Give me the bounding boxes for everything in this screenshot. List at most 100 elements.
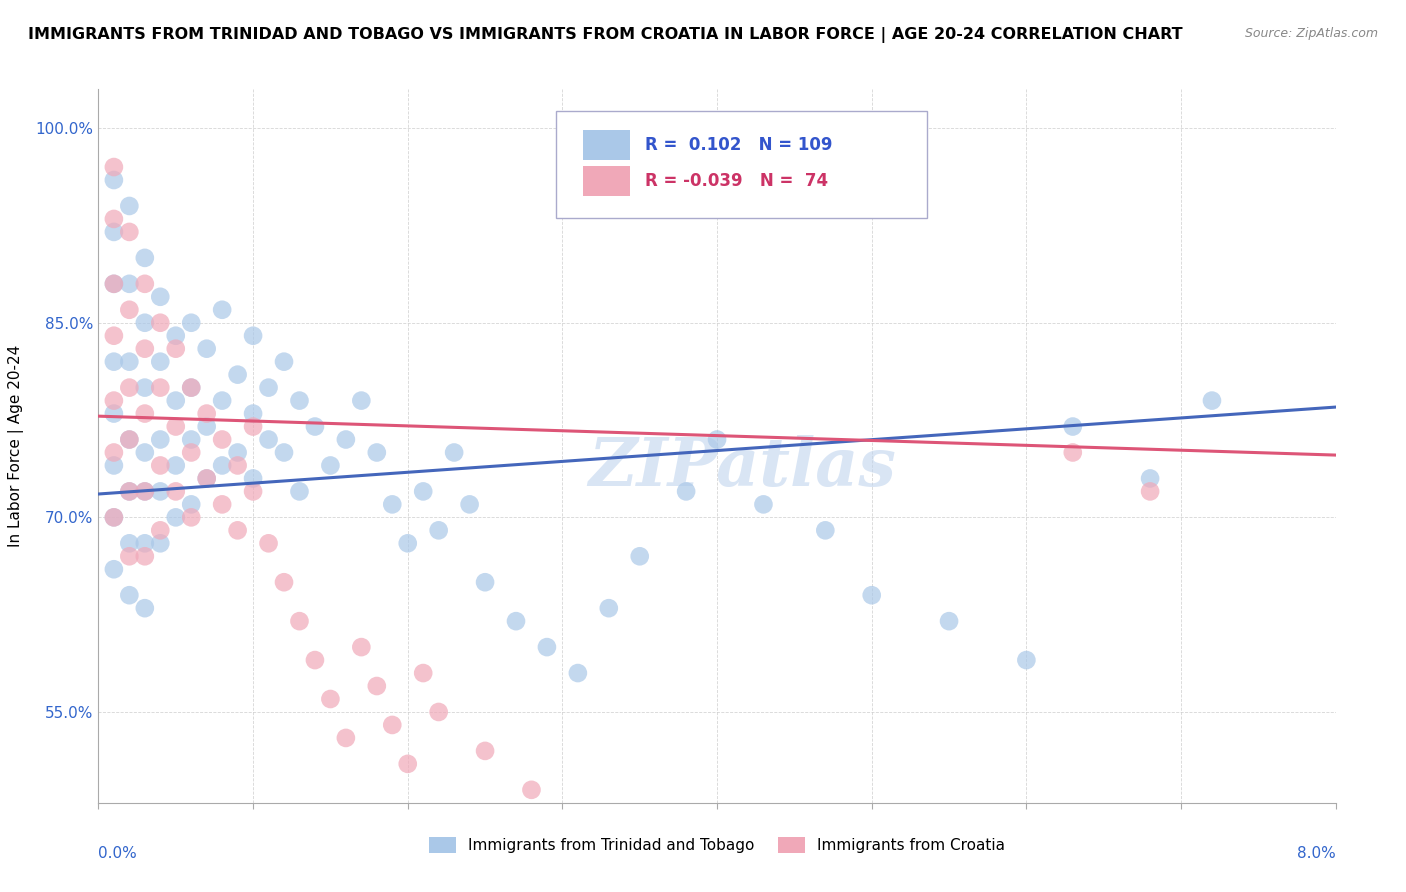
Point [195,471,218,485]
Point [396,536,419,550]
Point [165,419,187,434]
Point [226,368,249,382]
FancyBboxPatch shape [583,130,630,160]
Point [195,471,218,485]
Point [350,640,373,654]
Point [134,601,156,615]
Point [118,549,141,564]
Point [273,575,295,590]
Point [134,536,156,550]
Point [257,381,280,395]
Point [412,484,434,499]
Point [319,458,342,473]
Point [381,718,404,732]
Point [860,588,883,602]
Point [304,419,326,434]
Point [242,328,264,343]
Point [195,407,218,421]
Point [118,588,141,602]
Point [134,549,156,564]
Point [134,407,156,421]
Point [288,393,311,408]
Point [211,393,233,408]
Point [103,510,125,524]
Point [474,744,496,758]
Text: IMMIGRANTS FROM TRINIDAD AND TOBAGO VS IMMIGRANTS FROM CROATIA IN LABOR FORCE | : IMMIGRANTS FROM TRINIDAD AND TOBAGO VS I… [28,27,1182,43]
Point [180,433,202,447]
Point [273,445,295,459]
Point [165,484,187,499]
Point [257,433,280,447]
Point [103,354,125,368]
Point [288,484,311,499]
Point [1139,471,1161,485]
FancyBboxPatch shape [557,111,928,218]
Point [180,497,202,511]
Point [366,679,388,693]
Point [103,225,125,239]
Point [1062,419,1084,434]
Point [134,484,156,499]
Point [458,497,481,511]
Point [319,692,342,706]
Point [103,211,125,226]
Point [118,484,141,499]
Point [180,510,202,524]
Point [242,419,264,434]
Point [103,328,125,343]
Point [118,225,141,239]
Y-axis label: In Labor Force | Age 20-24: In Labor Force | Age 20-24 [8,345,24,547]
Point [149,433,172,447]
Point [149,536,172,550]
Point [814,524,837,538]
Point [149,458,172,473]
Point [118,433,141,447]
Point [165,510,187,524]
Point [165,342,187,356]
Point [242,471,264,485]
Point [257,536,280,550]
Point [752,497,775,511]
Point [118,381,141,395]
Point [195,342,218,356]
Point [103,510,125,524]
Point [706,433,728,447]
Point [427,524,450,538]
Point [195,419,218,434]
Point [1201,393,1223,408]
Point [304,653,326,667]
Point [118,302,141,317]
Point [242,484,264,499]
Point [1015,653,1038,667]
Point [211,302,233,317]
Point [443,445,465,459]
Point [134,484,156,499]
Point [118,433,141,447]
Point [134,445,156,459]
Point [103,407,125,421]
Point [118,354,141,368]
Point [134,342,156,356]
Point [242,407,264,421]
Point [335,731,357,745]
Point [149,354,172,368]
Text: 0.0%: 0.0% [98,846,138,861]
Point [226,445,249,459]
Point [675,484,697,499]
Point [103,562,125,576]
Point [412,666,434,681]
Point [103,458,125,473]
Text: R = -0.039   N =  74: R = -0.039 N = 74 [645,171,828,189]
FancyBboxPatch shape [583,166,630,195]
Point [103,393,125,408]
Point [211,458,233,473]
Point [211,433,233,447]
Point [118,277,141,291]
Point [211,497,233,511]
Point [149,290,172,304]
Point [149,381,172,395]
Point [226,524,249,538]
Point [149,316,172,330]
Point [103,277,125,291]
Point [427,705,450,719]
